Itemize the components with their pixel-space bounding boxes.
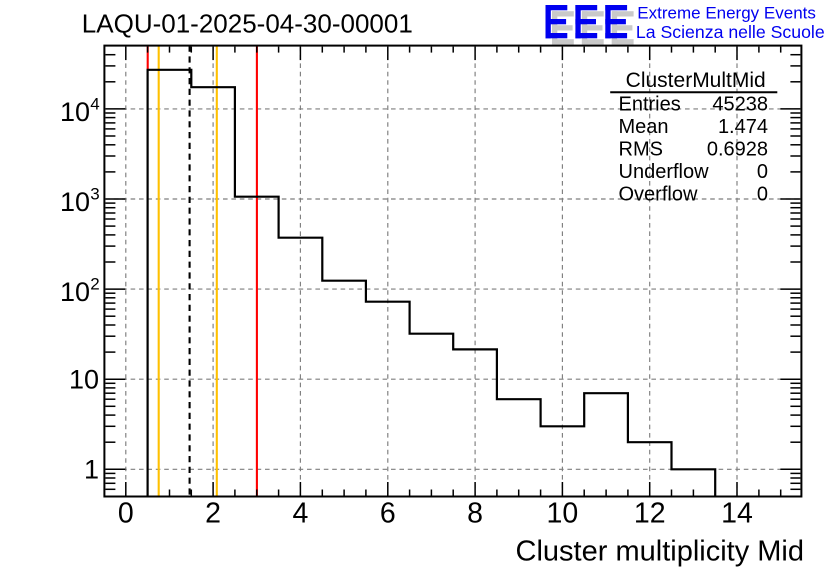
svg-text:0: 0 <box>118 498 134 530</box>
svg-text:La Scienza nelle Scuole: La Scienza nelle Scuole <box>636 22 825 42</box>
svg-text:4: 4 <box>292 498 308 530</box>
svg-text:6: 6 <box>380 498 396 530</box>
svg-text:Extreme Energy Events: Extreme Energy Events <box>637 4 816 23</box>
svg-text:0.6928: 0.6928 <box>707 139 768 161</box>
svg-text:8: 8 <box>467 498 483 530</box>
svg-text:RMS: RMS <box>619 139 663 161</box>
svg-text:0: 0 <box>757 184 768 206</box>
svg-text:10: 10 <box>60 97 90 127</box>
svg-text:10: 10 <box>60 187 90 217</box>
svg-text:Cluster multiplicity Mid: Cluster multiplicity Mid <box>516 536 804 568</box>
svg-text:1: 1 <box>84 455 99 485</box>
svg-text:4: 4 <box>90 94 99 113</box>
svg-text:2: 2 <box>90 275 99 294</box>
svg-text:LAQU-01-2025-04-30-00001: LAQU-01-2025-04-30-00001 <box>82 9 413 39</box>
svg-text:Entries: Entries <box>619 94 681 116</box>
svg-text:14: 14 <box>721 498 753 530</box>
svg-text:3: 3 <box>90 184 99 203</box>
svg-text:12: 12 <box>634 498 666 530</box>
svg-text:10: 10 <box>547 498 579 530</box>
svg-text:Mean: Mean <box>619 116 669 138</box>
svg-text:ClusterMultMid: ClusterMultMid <box>626 69 766 92</box>
svg-text:1.474: 1.474 <box>718 116 768 138</box>
svg-text:Underflow: Underflow <box>619 161 710 183</box>
svg-text:10: 10 <box>60 277 90 307</box>
svg-text:2: 2 <box>205 498 221 530</box>
svg-text:Overflow: Overflow <box>619 184 698 206</box>
svg-text:10: 10 <box>69 365 99 395</box>
svg-text:0: 0 <box>757 161 768 183</box>
svg-text:45238: 45238 <box>712 94 768 116</box>
